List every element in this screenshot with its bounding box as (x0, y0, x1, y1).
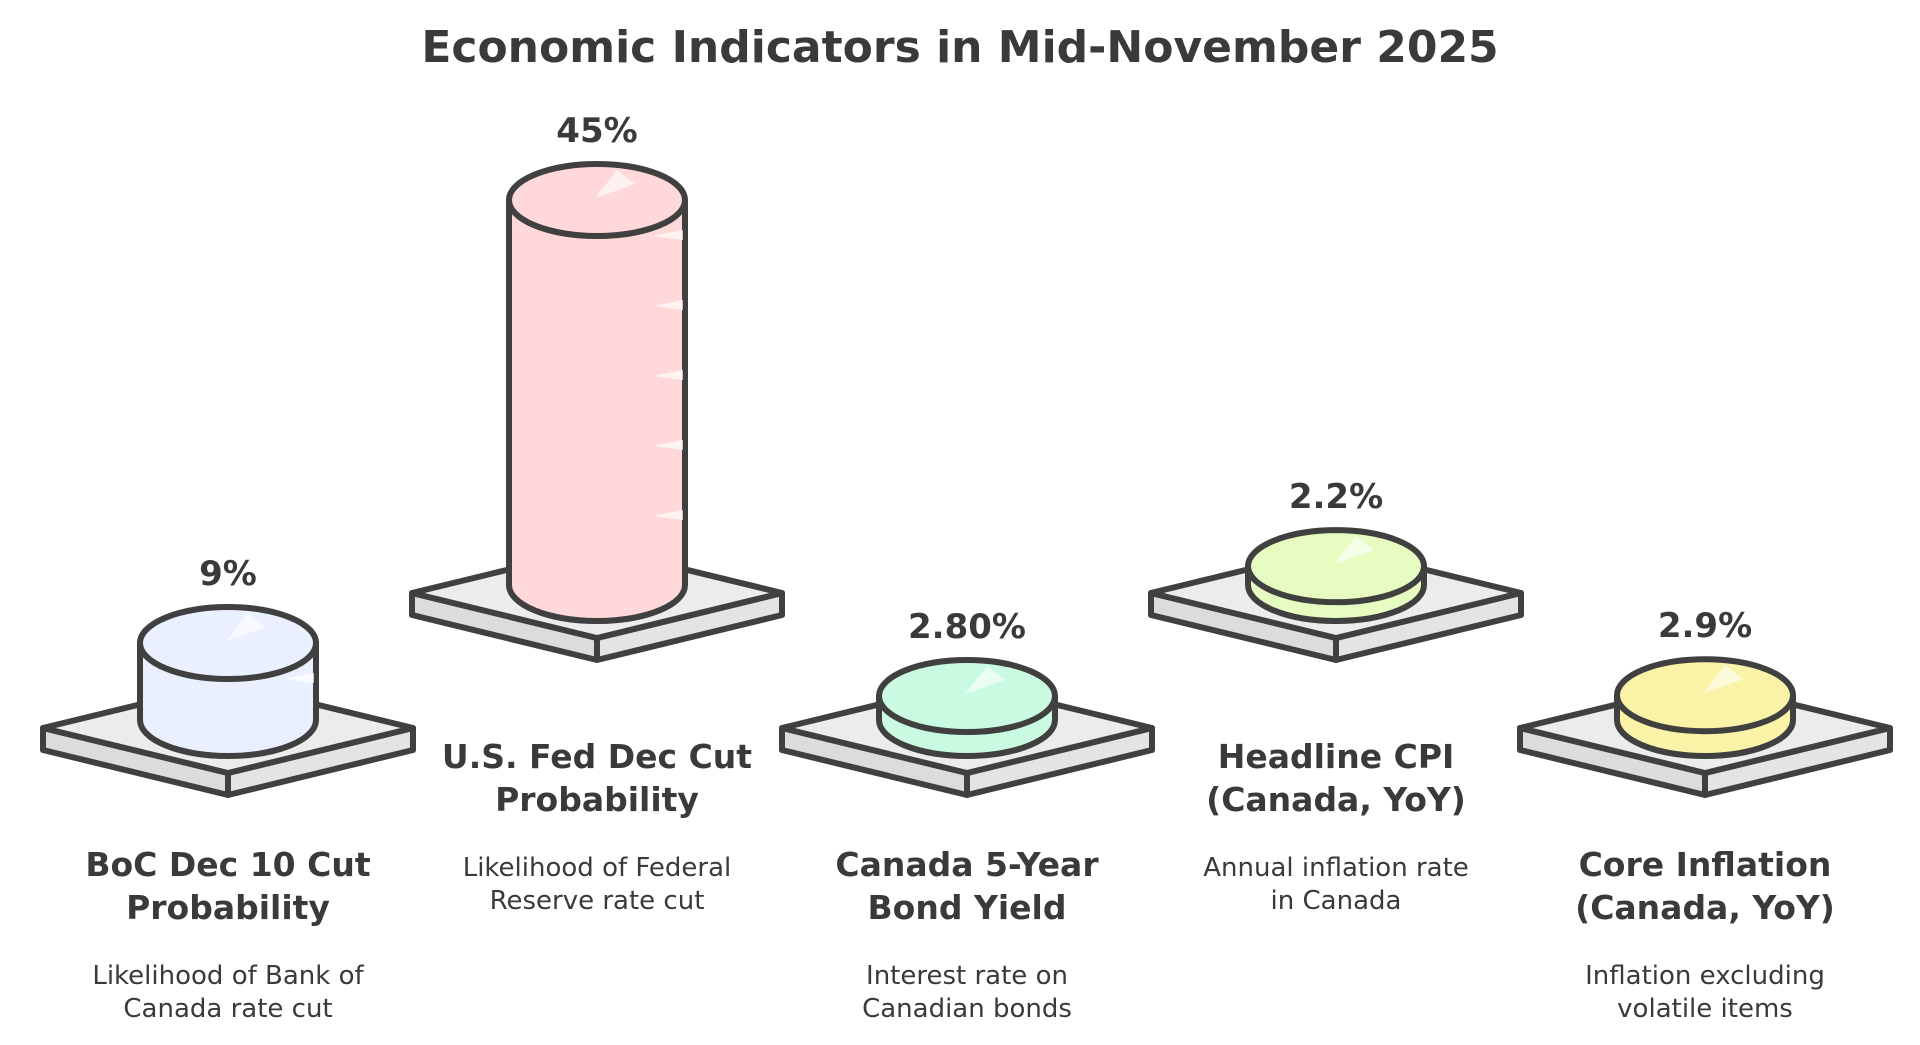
category-label: Bond Yield (868, 888, 1067, 927)
category-label: Canada 5-Year (835, 845, 1099, 884)
bar-top (1614, 656, 1796, 735)
category-label: BoC Dec 10 Cut (85, 845, 370, 884)
value-label: 9% (199, 554, 257, 594)
value-label: 2.2% (1289, 477, 1383, 517)
category-description: Reserve rate cut (490, 886, 705, 916)
category-label: U.S. Fed Dec Cut (442, 737, 752, 776)
category-description: Canada rate cut (123, 994, 332, 1024)
value-label: 45% (556, 111, 637, 151)
bar-top-highlight (595, 170, 635, 198)
value-label: 2.80% (908, 607, 1026, 647)
category-description: Interest rate on (866, 961, 1068, 991)
category-description: Inflation excluding (1585, 961, 1825, 991)
bar-top (506, 161, 688, 239)
bars: 9% BoC Dec 10 Cut Probability Likelihood of… (40, 111, 1893, 1024)
bar-top (137, 604, 319, 682)
bar-highlight (653, 230, 683, 520)
chart-title: Economic Indicators in Mid-November 2025 (421, 22, 1498, 73)
bar-top-highlight (1703, 665, 1743, 694)
category-label: (Canada, YoY) (1206, 780, 1466, 819)
bar-highlight (284, 673, 314, 683)
bar-group: 2.9% Core Inflation (Canada, YoY) Inflation… (1517, 606, 1893, 1024)
category-label: Core Inflation (1579, 845, 1832, 884)
category-label: Probability (495, 780, 699, 819)
value-label: 2.9% (1658, 606, 1752, 646)
category-description: in Canada (1271, 886, 1402, 916)
category-description: Canadian bonds (862, 994, 1072, 1024)
bar-top (1245, 527, 1427, 606)
category-label: (Canada, YoY) (1575, 888, 1835, 927)
bar-top-highlight (226, 613, 266, 641)
category-label: Probability (126, 888, 330, 927)
bar-group: 2.2% Headline CPI (Canada, YoY) Annual infl… (1148, 477, 1524, 916)
bar-group: 2.80% Canada 5-Year Bond Yield Interest rat… (779, 607, 1155, 1024)
bar-top-highlight (965, 666, 1005, 695)
bar-group: 45% U.S. Fed Dec Cut Probability Likelihood… (409, 111, 785, 916)
bar-top-highlight (1334, 536, 1374, 565)
category-description: Likelihood of Federal (463, 853, 732, 883)
category-description: volatile items (1617, 994, 1793, 1024)
bar (506, 197, 688, 624)
category-description: Annual inflation rate (1203, 853, 1469, 883)
category-description: Likelihood of Bank of (92, 961, 364, 991)
bar-group: 9% BoC Dec 10 Cut Probability Likelihood of… (40, 554, 416, 1024)
category-label: Headline CPI (1218, 737, 1455, 776)
bar-top (876, 657, 1058, 736)
